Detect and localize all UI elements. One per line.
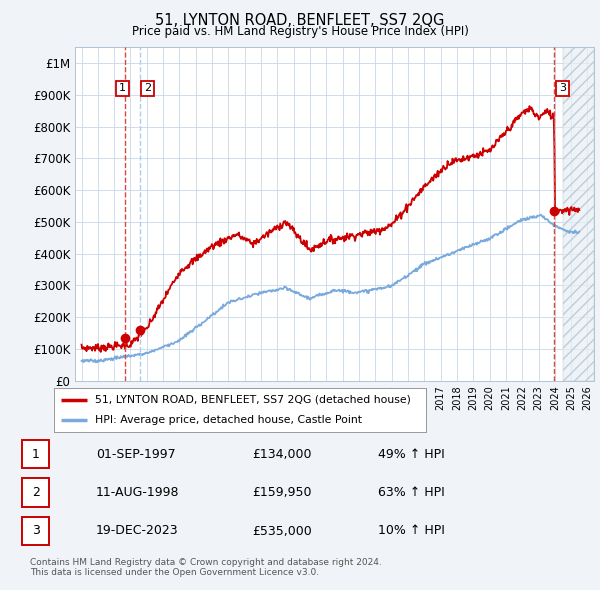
Text: 1: 1: [32, 448, 40, 461]
Text: 3: 3: [32, 525, 40, 537]
Text: 63% ↑ HPI: 63% ↑ HPI: [378, 486, 445, 499]
Text: 1: 1: [119, 83, 126, 93]
Text: 19-DEC-2023: 19-DEC-2023: [96, 525, 179, 537]
Text: 51, LYNTON ROAD, BENFLEET, SS7 2QG (detached house): 51, LYNTON ROAD, BENFLEET, SS7 2QG (deta…: [95, 395, 411, 405]
Text: £134,000: £134,000: [252, 448, 311, 461]
Text: 01-SEP-1997: 01-SEP-1997: [96, 448, 176, 461]
Text: 2: 2: [144, 83, 151, 93]
Text: 11-AUG-1998: 11-AUG-1998: [96, 486, 179, 499]
Bar: [563, 47, 594, 381]
Text: Price paid vs. HM Land Registry's House Price Index (HPI): Price paid vs. HM Land Registry's House …: [131, 25, 469, 38]
Text: HPI: Average price, detached house, Castle Point: HPI: Average price, detached house, Cast…: [95, 415, 362, 425]
Text: Contains HM Land Registry data © Crown copyright and database right 2024.
This d: Contains HM Land Registry data © Crown c…: [30, 558, 382, 577]
Text: 10% ↑ HPI: 10% ↑ HPI: [378, 525, 445, 537]
Text: 51, LYNTON ROAD, BENFLEET, SS7 2QG: 51, LYNTON ROAD, BENFLEET, SS7 2QG: [155, 13, 445, 28]
Text: 2: 2: [32, 486, 40, 499]
Text: £535,000: £535,000: [252, 525, 312, 537]
Bar: [563, 47, 594, 381]
Text: 49% ↑ HPI: 49% ↑ HPI: [378, 448, 445, 461]
Text: £159,950: £159,950: [252, 486, 311, 499]
Text: 3: 3: [559, 83, 566, 93]
